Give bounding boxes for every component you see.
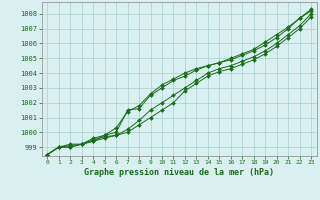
X-axis label: Graphe pression niveau de la mer (hPa): Graphe pression niveau de la mer (hPa) [84, 168, 274, 177]
